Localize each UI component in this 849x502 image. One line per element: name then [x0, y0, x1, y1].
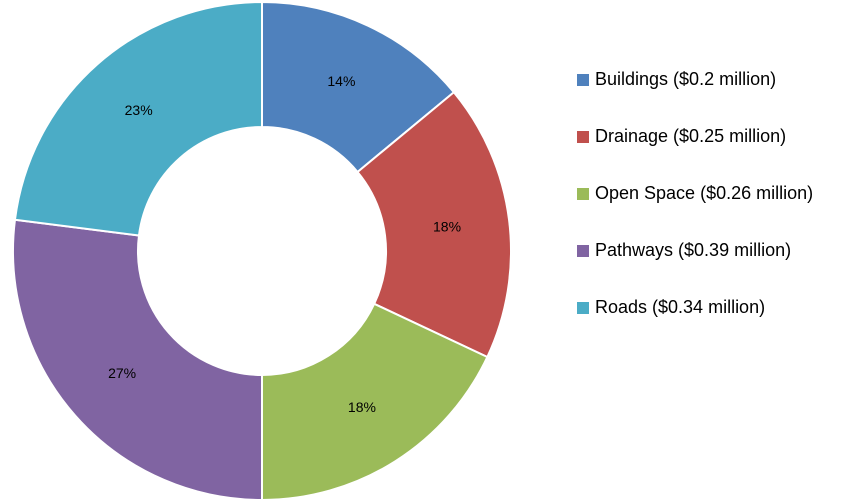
donut-slice [261, 302, 489, 502]
legend-swatch [577, 74, 589, 86]
legend-label: Buildings ($0.2 million) [595, 69, 776, 89]
data-label: 27% [108, 365, 136, 381]
donut-slice [12, 218, 263, 502]
data-label: 23% [125, 102, 153, 118]
data-label: 18% [348, 399, 376, 415]
legend-swatch [577, 188, 589, 200]
donut-slice [356, 90, 512, 359]
legend-label: Drainage ($0.25 million) [595, 126, 786, 146]
data-label: 14% [327, 73, 355, 89]
data-label: 18% [433, 218, 461, 234]
legend-swatch [577, 131, 589, 143]
donut-slice [261, 0, 456, 174]
legend-label: Roads ($0.34 million) [595, 297, 765, 317]
donut-slice [13, 0, 263, 237]
legend-label: Open Space ($0.26 million) [595, 183, 813, 203]
legend-swatch [577, 245, 589, 257]
legend-label: Pathways ($0.39 million) [595, 240, 791, 260]
legend-swatch [577, 302, 589, 314]
